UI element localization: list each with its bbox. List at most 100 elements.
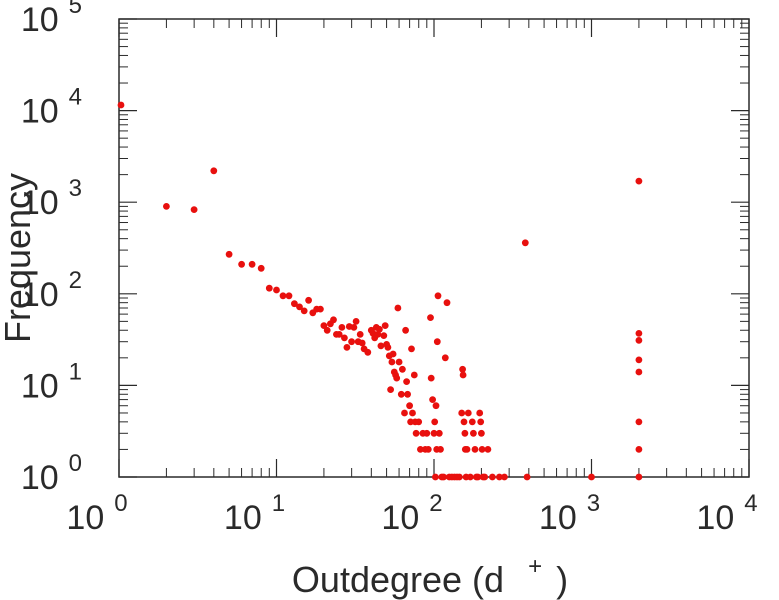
y-tick-base: 10 <box>21 367 59 405</box>
data-point <box>635 418 643 426</box>
x-tick-exponent: 2 <box>429 490 442 517</box>
data-point <box>397 390 405 398</box>
data-point <box>296 303 303 311</box>
data-point <box>410 371 418 379</box>
y-tick-base: 10 <box>21 184 59 222</box>
data-point <box>423 429 431 437</box>
data-point <box>435 429 443 437</box>
data-point <box>248 260 256 268</box>
data-point <box>432 473 439 481</box>
y-tick-exponent: 4 <box>69 84 82 111</box>
data-point <box>470 429 477 437</box>
data-point <box>395 358 403 366</box>
y-tick-label: 10 4 <box>21 84 82 131</box>
data-point <box>635 330 643 337</box>
data-point <box>376 325 383 333</box>
data-point <box>317 305 324 313</box>
data-point <box>588 473 595 481</box>
data-point <box>225 250 233 258</box>
data-point <box>427 314 434 321</box>
data-point <box>463 446 471 453</box>
data-point <box>393 374 401 382</box>
y-tick-base: 10 <box>21 276 59 314</box>
x-tick-base: 10 <box>696 499 734 537</box>
data-point <box>305 296 312 304</box>
y-tick-label: 10 2 <box>21 267 82 314</box>
y-tick-label: 10 1 <box>21 358 82 405</box>
data-point <box>338 324 346 331</box>
data-point <box>163 203 170 210</box>
data-point <box>389 350 397 358</box>
data-point <box>388 358 396 366</box>
data-point <box>348 338 355 346</box>
data-point <box>441 354 449 362</box>
x-tick-base: 10 <box>224 499 262 537</box>
data-point <box>335 331 343 338</box>
data-point <box>279 292 287 300</box>
data-point <box>117 101 125 109</box>
x-tick-label: 10 3 <box>539 490 600 537</box>
y-tick-exponent: 2 <box>69 267 82 294</box>
data-point <box>434 292 442 300</box>
data-point <box>387 386 394 393</box>
y-tick-labels: 10 0 10 1 10 2 10 3 10 4 10 5 <box>21 0 82 497</box>
y-axis-title: Frequency <box>0 173 38 343</box>
data-point <box>456 473 463 481</box>
x-tick-base: 10 <box>66 499 104 537</box>
data-point <box>521 239 529 247</box>
y-tick-exponent: 3 <box>69 175 82 202</box>
data-point <box>431 418 439 426</box>
data-point <box>381 322 389 329</box>
y-tick-exponent: 0 <box>69 450 82 477</box>
data-point <box>478 429 485 437</box>
x-tick-label: 10 0 <box>66 490 127 537</box>
data-point <box>471 446 479 453</box>
x-tick-label: 10 2 <box>381 490 442 537</box>
data-point <box>364 348 372 356</box>
data-point <box>424 446 432 453</box>
y-tick-exponent: 1 <box>69 358 82 385</box>
data-point <box>404 390 411 398</box>
x-axis-title: Outdegree (d +) <box>292 553 568 600</box>
data-point <box>330 316 337 324</box>
data-point <box>476 409 484 417</box>
data-point <box>190 206 198 214</box>
data-point <box>358 339 366 347</box>
x-tick-exponent: 3 <box>587 490 600 517</box>
data-point <box>432 402 440 410</box>
data-point <box>394 304 402 312</box>
data-point <box>635 368 643 376</box>
data-point <box>350 324 358 331</box>
data-point <box>210 167 218 175</box>
data-point <box>406 402 413 410</box>
x-tick-base: 10 <box>381 499 419 537</box>
data-point <box>440 473 447 481</box>
data-point <box>464 409 472 417</box>
data-point <box>401 409 408 417</box>
data-point <box>399 365 406 373</box>
data-point <box>352 318 360 325</box>
data-point <box>409 409 416 417</box>
data-point <box>484 446 492 453</box>
data-point <box>430 429 438 437</box>
data-point <box>466 473 474 481</box>
x-tick-exponent: 0 <box>114 490 127 517</box>
data-point <box>384 344 392 351</box>
y-tick-base: 10 <box>21 93 59 131</box>
data-point <box>437 446 444 453</box>
data-point <box>468 418 476 426</box>
x-tick-exponent: 1 <box>272 490 285 517</box>
data-point <box>257 264 265 272</box>
x-axis-title-superscript: + <box>528 553 542 580</box>
data-point <box>320 322 328 329</box>
x-tick-label: 10 1 <box>224 490 285 537</box>
data-point <box>380 332 388 339</box>
x-tick-base: 10 <box>539 499 577 537</box>
data-points <box>117 101 643 481</box>
data-point <box>496 473 503 481</box>
x-axis-title-close: ) <box>556 559 568 600</box>
data-point <box>461 429 469 437</box>
data-point <box>459 365 466 373</box>
minor-ticks <box>119 19 749 477</box>
